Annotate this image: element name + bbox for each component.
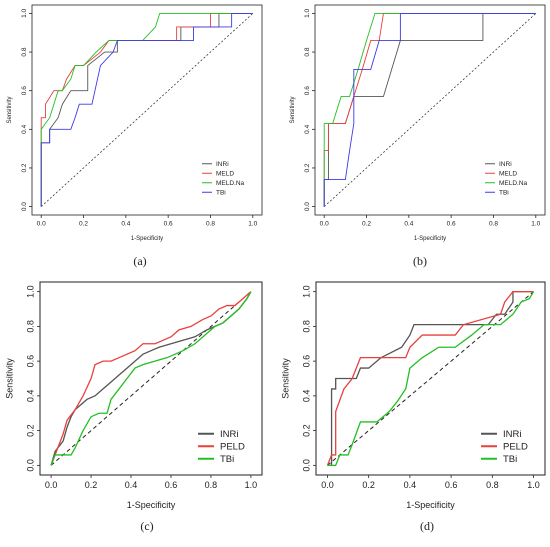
series-line-tbi [323, 12, 536, 207]
plot-frame [31, 4, 263, 216]
legend-label: MELD [216, 171, 234, 178]
x-tick-label: 0.4 [125, 480, 138, 490]
series-line-inri [327, 290, 534, 467]
y-tick-label: 1.0 [301, 285, 311, 298]
x-tick-label: 0.6 [447, 221, 456, 228]
y-tick-label: 0.6 [301, 355, 311, 368]
y-tick-label: 0.4 [304, 124, 311, 133]
legend-label: TBi [216, 190, 226, 197]
x-tick-label: 0.8 [206, 221, 215, 228]
x-tick-label: 1.0 [527, 480, 540, 490]
y-axis-label: Sensitivity [281, 358, 291, 399]
y-tick-label: 0.8 [301, 320, 311, 333]
y-tick-label: 0.6 [304, 86, 311, 95]
y-tick-label: 1.0 [25, 285, 35, 298]
legend-label: INRi [499, 161, 512, 168]
y-tick-label: 0.4 [25, 390, 35, 403]
legend-label: PELD [220, 442, 245, 453]
x-tick-label: 0.0 [45, 480, 58, 490]
x-tick-label: 0.0 [320, 221, 329, 228]
y-tick-label: 0.2 [304, 163, 311, 172]
x-tick-label: 0.8 [205, 480, 218, 490]
y-tick-label: 0.0 [304, 202, 311, 211]
y-tick-label: 0.2 [301, 424, 311, 437]
x-axis-label: 1-Specificity [406, 500, 455, 510]
legend-label: TBi [499, 190, 509, 197]
roc-panel-b: 0.0 0.0 0.2 0.2 0.4 0.4 0.6 0.6 0.8 0.8 1.0 1.0 1-Sp… [290, 4, 546, 268]
x-tick-label: 0.6 [165, 480, 178, 490]
roc-panel-d: 0.0 0.0 0.2 0.2 0.4 0.4 0.6 0.6 0.8 0.8 1.0 1.0 1-Sp… [281, 281, 546, 533]
y-tick-label: 0.2 [21, 163, 28, 172]
panel-caption: (c) [140, 519, 153, 533]
plot-frame [315, 281, 546, 476]
plot-frame [314, 4, 546, 216]
x-tick-label: 0.8 [489, 221, 498, 228]
x-tick-label: 1.0 [531, 221, 540, 228]
legend-label: MELD.Na [499, 180, 528, 187]
y-tick-label: 0.2 [25, 424, 35, 437]
x-tick-label: 0.4 [404, 221, 413, 228]
x-tick-label: 0.0 [37, 221, 46, 228]
x-axis-label: 1-Specificity [414, 236, 446, 242]
legend-label: MELD.Na [216, 180, 245, 187]
panel-caption: (d) [420, 519, 434, 533]
y-tick-label: 0.8 [21, 47, 28, 56]
plot-frame [39, 281, 263, 476]
panel-caption: (a) [133, 254, 146, 268]
legend-label: INRi [220, 429, 238, 440]
roc-panel-c: 0.0 0.0 0.2 0.2 0.4 0.4 0.6 0.6 0.8 0.8 1.0 1.0 1-Sp… [5, 281, 263, 533]
series-line-meld-na [40, 12, 253, 207]
x-tick-label: 0.2 [362, 480, 375, 490]
reference-diagonal [50, 291, 252, 466]
legend-label: PELD [503, 442, 528, 453]
x-tick-label: 0.4 [121, 221, 130, 228]
panel-caption: (b) [413, 254, 427, 268]
series-line-tbi [40, 12, 253, 207]
y-tick-label: 0.8 [304, 47, 311, 56]
legend-label: MELD [499, 171, 517, 178]
x-tick-label: 1.0 [248, 221, 257, 228]
y-axis-label: Sensitivity [5, 358, 15, 399]
y-tick-label: 0.4 [301, 390, 311, 403]
y-tick-label: 0.0 [25, 459, 35, 472]
y-axis-label: Sensitivity [7, 96, 13, 123]
series-line-tbi [327, 291, 535, 467]
x-tick-label: 0.4 [404, 480, 417, 490]
y-tick-label: 0.4 [21, 124, 28, 133]
y-tick-label: 0.8 [25, 320, 35, 333]
legend-label: TBi [503, 454, 517, 465]
legend-label: INRi [216, 161, 229, 168]
roc-panel-a: 0.0 0.0 0.2 0.2 0.4 0.4 0.6 0.6 0.8 0.8 1.0 1.0 1-Sp… [7, 4, 263, 268]
x-tick-label: 0.6 [445, 480, 458, 490]
y-tick-label: 0.0 [301, 459, 311, 472]
x-tick-label: 0.2 [79, 221, 88, 228]
x-tick-label: 0.6 [164, 221, 173, 228]
legend-label: INRi [503, 429, 521, 440]
y-tick-label: 0.6 [25, 355, 35, 368]
x-axis-label: 1-Specificity [127, 500, 176, 510]
y-tick-label: 1.0 [304, 9, 311, 18]
y-tick-label: 0.0 [21, 202, 28, 211]
series-line-peld [326, 290, 534, 466]
x-axis-label: 1-Specificity [131, 236, 163, 242]
y-axis-label: Sensitivity [290, 96, 296, 123]
x-tick-label: 1.0 [245, 480, 258, 490]
x-tick-label: 0.2 [362, 221, 371, 228]
x-tick-label: 0.0 [321, 480, 334, 490]
x-tick-label: 0.2 [85, 480, 98, 490]
series-line-peld [50, 291, 252, 466]
reference-diagonal [327, 291, 534, 466]
y-tick-label: 0.6 [21, 86, 28, 95]
y-tick-label: 1.0 [21, 9, 28, 18]
series-line-tbi [50, 291, 252, 466]
legend-label: TBi [220, 454, 234, 465]
x-tick-label: 0.8 [486, 480, 499, 490]
